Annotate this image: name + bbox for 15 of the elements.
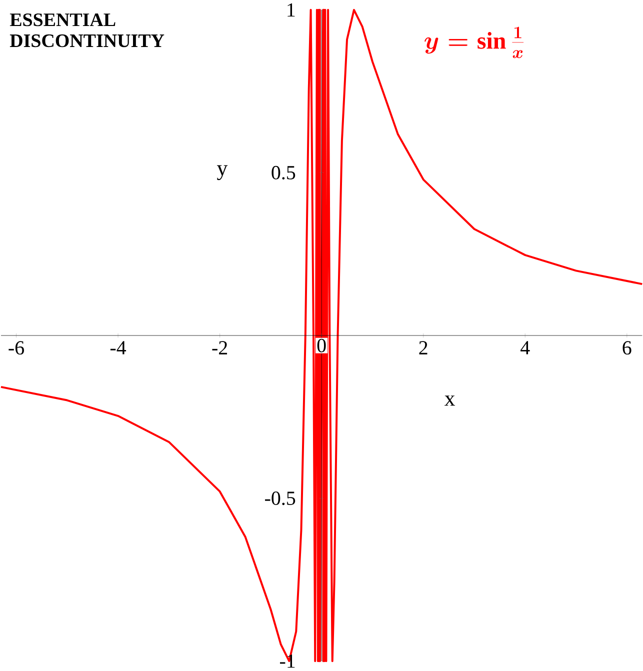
x-tick-label: 0 [317, 338, 326, 352]
x-tick-label: 6 [622, 341, 632, 355]
x-tick-label: -4 [110, 341, 126, 354]
x-tick-label: -6 [8, 341, 24, 355]
x-tick-label: 4 [520, 341, 530, 354]
x-tick-label: 2 [419, 341, 428, 354]
y-tick-label: -0.5 [264, 492, 296, 506]
y-axis-title: y [216, 165, 228, 180]
y-tick-label: 0.5 [272, 166, 296, 180]
y-tick-label: -1 [280, 654, 295, 668]
y-tick-label: 1 [288, 3, 295, 16]
annotation: $y = \sin\frac{1}{x}$ [424, 26, 524, 58]
x-axis-title: x [444, 396, 455, 406]
text: ESSENTIAL DISCONTINUITY [10, 13, 164, 48]
x-tick-label: -2 [212, 341, 227, 354]
